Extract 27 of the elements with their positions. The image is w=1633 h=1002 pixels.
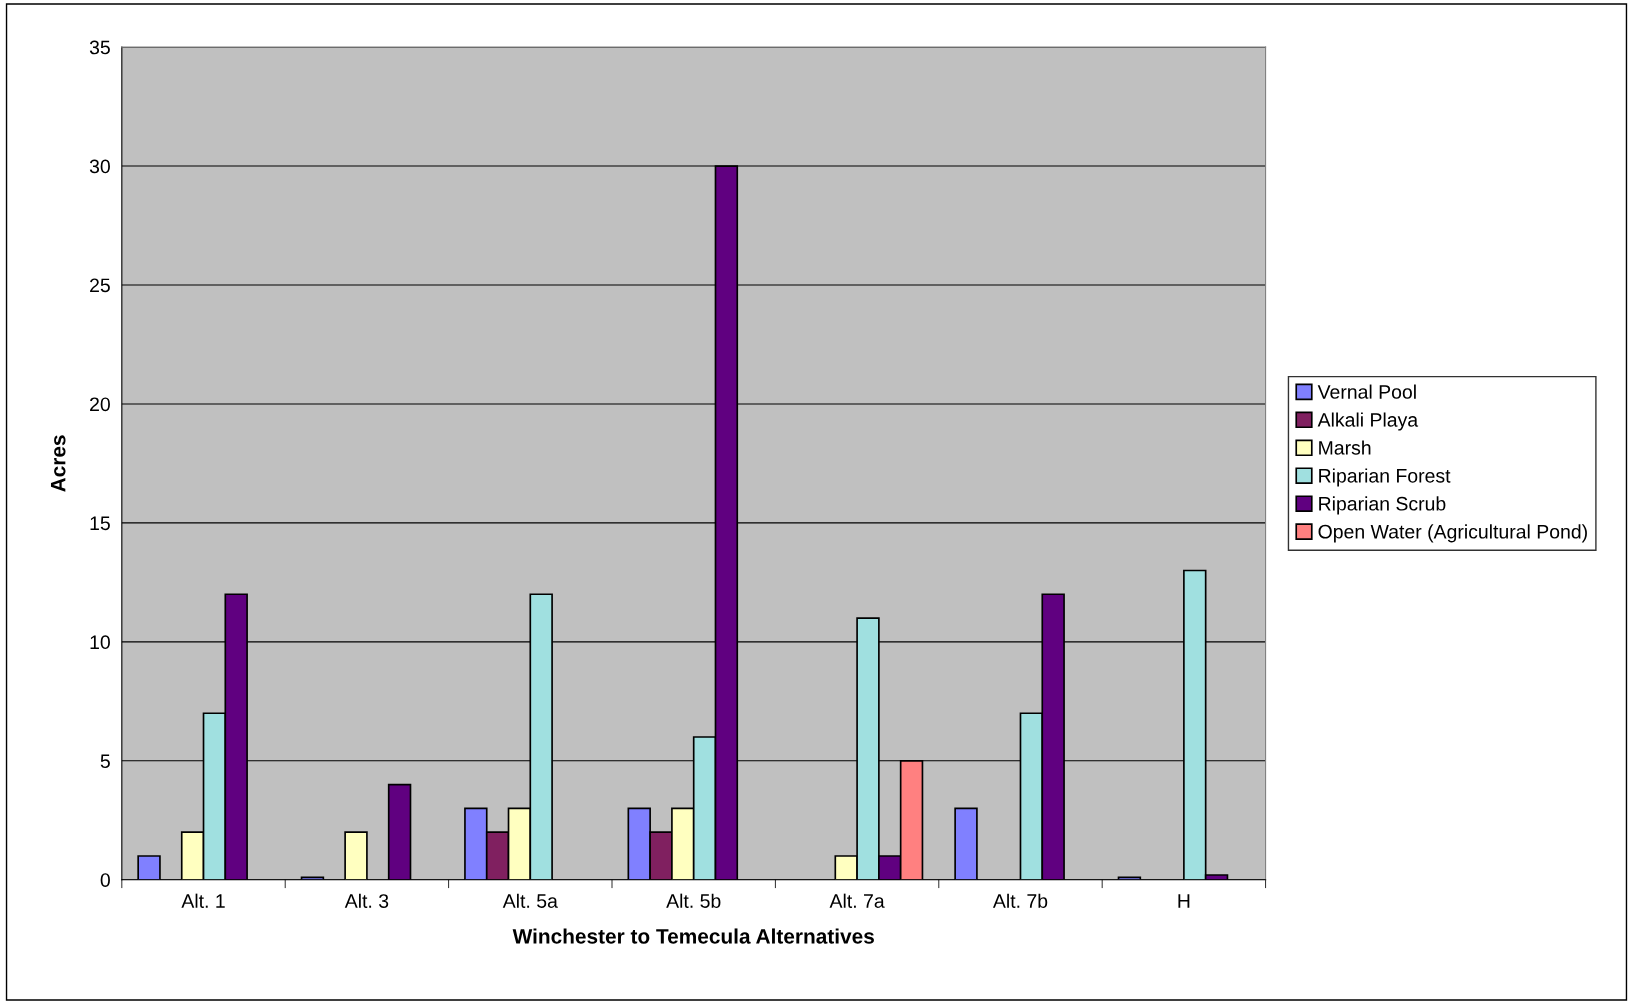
x-axis-title: Winchester to Temecula Alternatives [512, 928, 874, 944]
bar [137, 855, 161, 880]
y-tick-label: 10 [90, 635, 110, 650]
y-axis-title: Acres [50, 435, 66, 492]
legend-label: Alkali Playa [1317, 412, 1419, 431]
y-tick-label: 30 [89, 159, 110, 174]
legend-label: Riparian Scrub [1319, 496, 1446, 515]
legend-label: Vernal Pool [1317, 384, 1416, 399]
bar [387, 783, 412, 880]
y-tick-label: 25 [90, 278, 110, 293]
bar [344, 831, 368, 880]
x-tick-label: Alt. 7a [829, 893, 885, 908]
x-tick-label: Alt. 5b [666, 893, 721, 908]
y-tick-label: 15 [90, 516, 110, 531]
x-tick-label: Alt. 3 [344, 893, 389, 908]
x-tick-label: Alt. 1 [181, 893, 225, 908]
legend-label: Open Water (Agricultural Pond) [1318, 524, 1587, 543]
y-tick-label: 5 [100, 754, 110, 769]
bar [954, 807, 978, 880]
x-tick-label: Alt. 5a [502, 893, 558, 908]
y-tick-label: 0 [100, 873, 110, 887]
y-tick-label: 35 [89, 40, 110, 55]
x-tick-label: Alt. 7b [992, 893, 1048, 908]
legend-label: Marsh [1319, 440, 1371, 455]
y-tick-label: 20 [90, 397, 110, 412]
x-tick-label: H [1178, 894, 1190, 908]
legend-label: Riparian Forest [1319, 468, 1451, 487]
